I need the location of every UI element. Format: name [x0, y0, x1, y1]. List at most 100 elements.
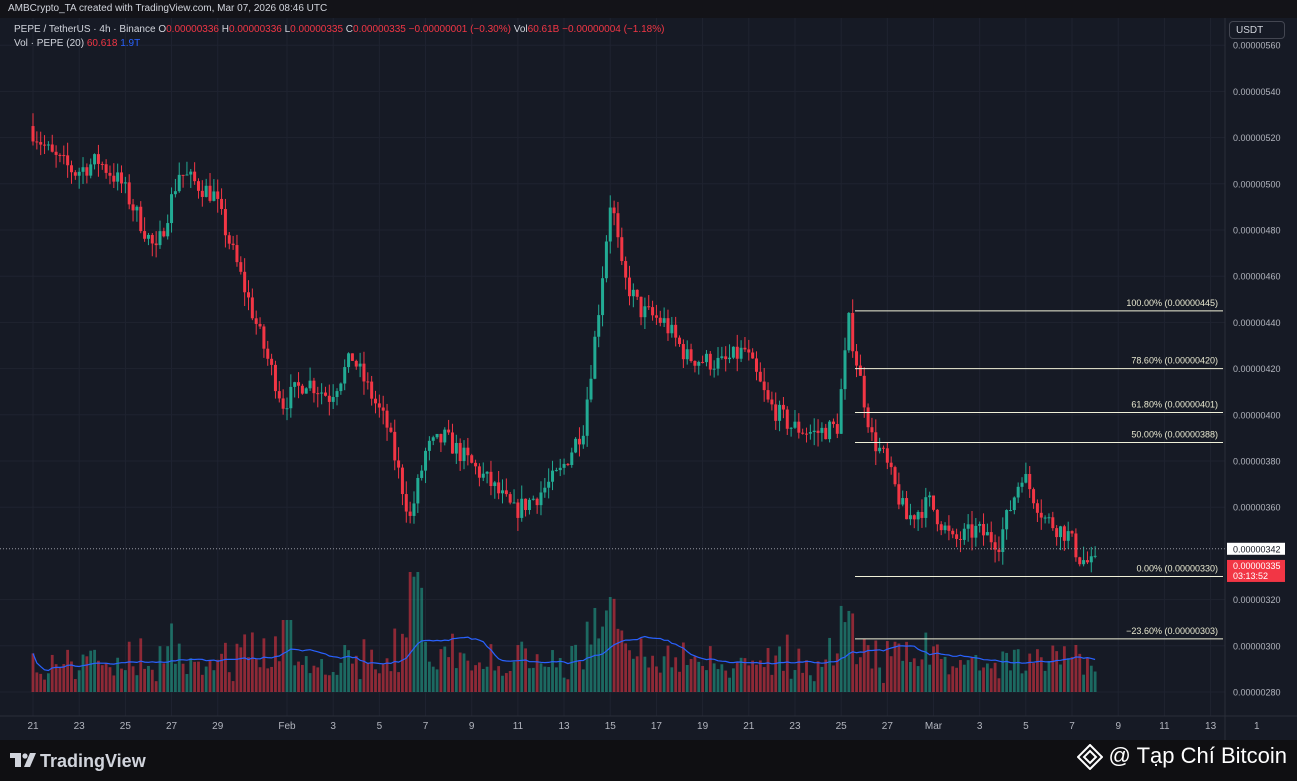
candle-body[interactable]: [847, 312, 851, 351]
candle-body[interactable]: [589, 378, 593, 400]
candle-body[interactable]: [839, 389, 843, 434]
candle-body[interactable]: [689, 349, 693, 361]
candle-body[interactable]: [797, 421, 801, 433]
candle-body[interactable]: [85, 167, 89, 176]
candle-body[interactable]: [370, 381, 374, 399]
candle-body[interactable]: [585, 399, 589, 436]
candle-body[interactable]: [358, 363, 362, 367]
price-axis[interactable]: [1225, 18, 1297, 740]
candle-body[interactable]: [816, 430, 820, 433]
candle-body[interactable]: [439, 433, 443, 443]
candle-body[interactable]: [1012, 497, 1016, 511]
candle-body[interactable]: [666, 318, 670, 334]
candle-body[interactable]: [73, 172, 77, 176]
candle-body[interactable]: [762, 381, 766, 391]
candle-body[interactable]: [177, 174, 181, 192]
candle-body[interactable]: [932, 495, 936, 510]
candle-body[interactable]: [285, 408, 289, 410]
candle-body[interactable]: [978, 524, 982, 526]
candle-body[interactable]: [593, 336, 597, 379]
candle-body[interactable]: [247, 292, 251, 298]
candle-body[interactable]: [39, 142, 43, 145]
candle-body[interactable]: [982, 524, 986, 536]
candle-body[interactable]: [554, 470, 558, 472]
candle-body[interactable]: [878, 447, 882, 452]
candle-body[interactable]: [193, 171, 197, 182]
candle-body[interactable]: [366, 381, 370, 383]
candle-body[interactable]: [412, 503, 416, 516]
candle-body[interactable]: [135, 206, 139, 211]
candle-body[interactable]: [739, 347, 743, 359]
candle-body[interactable]: [35, 141, 39, 143]
candle-body[interactable]: [801, 432, 805, 434]
candle-body[interactable]: [374, 398, 378, 404]
candle-body[interactable]: [812, 430, 816, 433]
candle-body[interactable]: [985, 532, 989, 536]
candle-body[interactable]: [647, 306, 651, 308]
candle-body[interactable]: [262, 326, 266, 349]
candle-body[interactable]: [708, 353, 712, 370]
candle-body[interactable]: [955, 534, 959, 539]
candle-body[interactable]: [281, 398, 285, 409]
candle-body[interactable]: [751, 352, 755, 359]
candle-body[interactable]: [104, 164, 108, 173]
tradingview-logo-icon[interactable]: [10, 750, 36, 772]
candle-body[interactable]: [747, 349, 751, 353]
candle-body[interactable]: [558, 467, 562, 471]
price-chart-svg[interactable]: 0.00000280 0.00000300 0.00000320 0.00000360…: [0, 18, 1297, 740]
candle-body[interactable]: [781, 404, 785, 410]
candle-body[interactable]: [639, 296, 643, 318]
candle-body[interactable]: [897, 484, 901, 505]
candle-body[interactable]: [524, 498, 528, 511]
candle-body[interactable]: [485, 471, 489, 474]
candle-body[interactable]: [231, 243, 235, 246]
candle-body[interactable]: [293, 382, 297, 387]
candle-body[interactable]: [970, 524, 974, 538]
candle-body[interactable]: [54, 151, 58, 155]
candle-body[interactable]: [735, 346, 739, 359]
candle-body[interactable]: [1005, 510, 1009, 530]
candle-body[interactable]: [912, 515, 916, 520]
candle-body[interactable]: [778, 404, 782, 421]
candle-body[interactable]: [643, 306, 647, 318]
legend-symbol[interactable]: PEPE / TetherUS · 4h · Binance: [14, 24, 156, 35]
candle-body[interactable]: [678, 337, 682, 345]
candle-body[interactable]: [58, 154, 62, 156]
candle-body[interactable]: [1020, 482, 1024, 487]
candle-body[interactable]: [254, 318, 258, 324]
candle-body[interactable]: [297, 382, 301, 386]
candle-body[interactable]: [1008, 510, 1012, 512]
candle-body[interactable]: [235, 245, 239, 263]
candle-body[interactable]: [189, 171, 193, 175]
candle-body[interactable]: [962, 528, 966, 540]
candle-body[interactable]: [504, 490, 508, 495]
candle-body[interactable]: [385, 410, 389, 428]
candle-body[interactable]: [116, 172, 120, 182]
candle-body[interactable]: [520, 498, 524, 518]
candle-body[interactable]: [1085, 560, 1089, 563]
candle-body[interactable]: [1089, 556, 1093, 563]
candle-body[interactable]: [774, 404, 778, 421]
candle-body[interactable]: [146, 234, 150, 239]
candle-body[interactable]: [920, 512, 924, 518]
candle-body[interactable]: [724, 356, 728, 360]
candle-body[interactable]: [81, 167, 85, 172]
candle-body[interactable]: [243, 271, 247, 293]
candle-body[interactable]: [881, 447, 885, 449]
candle-body[interactable]: [728, 357, 732, 360]
candle-body[interactable]: [393, 431, 397, 461]
candle-body[interactable]: [758, 371, 762, 382]
candle-body[interactable]: [277, 391, 281, 399]
candle-body[interactable]: [620, 237, 624, 262]
candle-body[interactable]: [323, 392, 327, 396]
candle-body[interactable]: [170, 194, 174, 224]
candle-body[interactable]: [1066, 531, 1070, 541]
candle-body[interactable]: [223, 209, 227, 236]
candle-body[interactable]: [574, 438, 578, 453]
candle-body[interactable]: [220, 198, 224, 210]
candle-body[interactable]: [339, 383, 343, 392]
candle-body[interactable]: [570, 452, 574, 466]
candle-body[interactable]: [531, 498, 535, 500]
candle-body[interactable]: [227, 235, 231, 244]
candle-body[interactable]: [951, 530, 955, 535]
